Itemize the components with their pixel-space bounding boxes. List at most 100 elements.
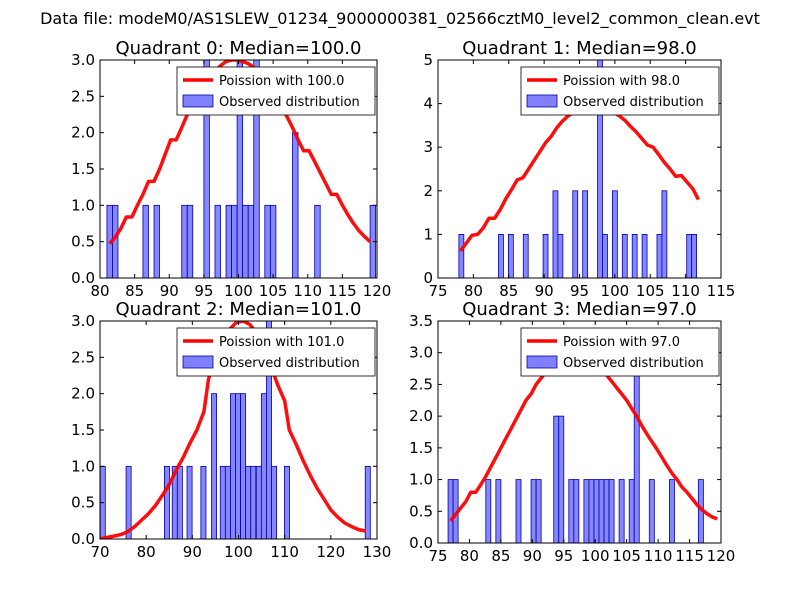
x-tick-label: 85: [125, 282, 144, 300]
x-tick-label: 120: [317, 543, 346, 561]
y-tick-label: 0.5: [71, 233, 95, 251]
y-tick-label: 3.0: [71, 51, 95, 69]
x-tick-label: 100: [224, 282, 253, 300]
histogram-bar: [573, 479, 580, 543]
x-tick-label: 110: [644, 547, 673, 565]
histogram-bar: [203, 60, 210, 278]
poisson-curve: [108, 60, 372, 245]
histogram-bar: [200, 465, 207, 539]
y-tick-label: 2.0: [409, 407, 433, 425]
histogram-bar: [260, 393, 267, 539]
panel-title: Quadrant 1: Median=98.0: [462, 38, 697, 59]
histogram-bar: [611, 190, 618, 278]
histogram-bar: [219, 465, 226, 539]
y-tick-label: 2.5: [71, 87, 95, 105]
histogram-bar: [142, 204, 149, 278]
x-tick-label: 110: [293, 282, 322, 300]
x-tick-label: 105: [636, 282, 665, 300]
histogram-bar: [656, 233, 663, 278]
y-tick-label: 0.0: [409, 534, 433, 552]
histogram-bar: [266, 321, 272, 539]
legend-bars-swatch: [526, 94, 558, 108]
x-tick-label: 115: [675, 547, 704, 565]
histogram-bar: [153, 204, 160, 278]
x-tick-label: 110: [671, 282, 700, 300]
histogram-bar: [231, 204, 238, 278]
legend: Poission with 101.0 Observed distribution: [176, 327, 376, 377]
x-tick-label: 90: [183, 543, 202, 561]
histogram-bar: [515, 479, 522, 543]
panel-quadrant-1: Quadrant 1: Median=98.075 80 85 90 95 100 105 1…: [423, 38, 735, 300]
x-tick-label: 105: [612, 547, 641, 565]
legend-curve-label: Poission with 101.0: [219, 335, 344, 350]
y-tick-label: 2.0: [71, 124, 95, 142]
x-tick-label: 100: [581, 547, 610, 565]
y-tick-label: 1.5: [71, 160, 95, 178]
x-tick-label: 80: [90, 282, 109, 300]
legend: Poission with 97.0 Observed distribution: [520, 327, 720, 377]
histogram-bar: [245, 465, 252, 539]
legend: Poission with 98.0 Observed distribution: [520, 66, 720, 116]
x-tick-label: 120: [363, 282, 392, 300]
histogram-bar: [271, 465, 277, 539]
bar-series: [447, 352, 704, 543]
y-tick-label: 1: [423, 225, 433, 243]
x-tick-label: 85: [491, 547, 510, 565]
x-tick-label: 130: [363, 543, 392, 561]
x-tick-label: 75: [428, 547, 447, 565]
legend-bars-swatch: [526, 355, 558, 369]
y-tick-label: 1.0: [71, 457, 95, 475]
x-tick-label: 95: [554, 547, 573, 565]
histogram-bar: [557, 233, 564, 278]
y-tick-label: 0.0: [71, 269, 95, 287]
histogram-bar: [522, 233, 529, 278]
x-tick-label: 100: [601, 282, 630, 300]
x-tick-label: 90: [535, 282, 554, 300]
histogram-bar: [253, 60, 260, 278]
x-tick-label: 95: [194, 282, 213, 300]
legend-bars-label: Observed distribution: [563, 356, 704, 371]
legend-bars-label: Observed distribution: [219, 95, 360, 110]
histogram-bar: [602, 233, 608, 278]
histogram-bar: [628, 479, 635, 543]
legend-bars-label: Observed distribution: [219, 356, 360, 371]
histogram-bar: [230, 393, 236, 539]
x-tick-label: 110: [270, 543, 299, 561]
histogram-bar: [598, 479, 605, 543]
histogram-bar: [641, 233, 648, 278]
histogram-bar: [686, 233, 693, 278]
x-tick-label: 105: [259, 282, 288, 300]
panel-quadrant-0: Quadrant 0: Median=100.0 80 85 90 95 100 105 11…: [71, 38, 391, 300]
y-tick-label: 2.0: [71, 385, 95, 403]
histogram-bar: [236, 60, 244, 278]
histogram-bar: [553, 415, 560, 543]
histogram-bar: [176, 465, 183, 539]
histogram-bar: [552, 190, 559, 278]
y-tick-label: 3.0: [409, 344, 433, 362]
histogram-bar: [633, 352, 640, 543]
y-tick-label: 1.0: [71, 196, 95, 214]
histogram-bar: [250, 465, 257, 539]
panel-title: Quadrant 2: Median=101.0: [116, 299, 362, 320]
poisson-curve: [100, 321, 366, 539]
histogram-bar: [186, 204, 194, 278]
panel-quadrant-3: Quadrant 3: Median=97.075 80 85 90 95 100 105 1…: [409, 299, 735, 565]
histogram-bar: [269, 204, 277, 278]
y-tick-label: 2: [423, 182, 433, 200]
y-tick-label: 3: [423, 138, 433, 156]
histogram-bar: [691, 233, 697, 278]
x-tick-label: 70: [90, 543, 109, 561]
legend-bars-swatch: [182, 355, 214, 369]
y-tick-label: 0.5: [409, 502, 433, 520]
histogram-bar: [264, 204, 271, 278]
histogram-bar: [284, 465, 290, 539]
histogram-bar: [255, 465, 262, 539]
panel-title: Quadrant 3: Median=97.0: [462, 299, 697, 320]
y-tick-label: 3.0: [71, 312, 95, 330]
histogram-bar: [530, 479, 537, 543]
y-tick-label: 0.0: [71, 530, 95, 548]
histogram-bar: [631, 233, 638, 278]
legend-bars-label: Observed distribution: [563, 95, 704, 110]
histogram-bar: [648, 479, 655, 543]
histogram-bar: [608, 479, 615, 543]
